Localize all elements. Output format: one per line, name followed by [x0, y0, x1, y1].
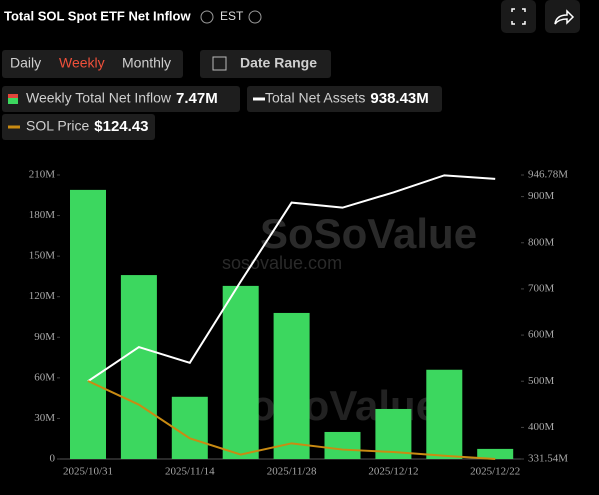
bar — [477, 448, 514, 459]
y-tick-label: 60M — [34, 371, 55, 383]
date-range[interactable]: Date Range — [240, 55, 317, 71]
y-tick-label: 120M — [29, 290, 56, 302]
legend-box — [2, 114, 155, 140]
legend-box — [2, 86, 240, 112]
y-tick-label: 30M — [34, 412, 55, 424]
bar — [120, 275, 157, 459]
period-weekly[interactable]: Weekly — [59, 55, 105, 71]
x-tick-label: 2025/12/22 — [470, 466, 520, 478]
x-tick-label: 2025/11/28 — [267, 466, 317, 478]
y2-tick-label: 700M — [528, 282, 555, 294]
fullscreen-button[interactable] — [501, 0, 536, 33]
y-tick-label: 90M — [34, 331, 55, 343]
legend-value: $124.43 — [94, 118, 148, 135]
bar — [273, 312, 310, 459]
y2-tick-label: 331.54M — [528, 453, 568, 465]
legend-value: 7.47M — [176, 90, 218, 107]
watermark: SoSoValue — [260, 210, 477, 257]
info-icon[interactable] — [200, 10, 214, 24]
legend-label: Total Net Assets — [265, 90, 365, 106]
y2-tick-label: 400M — [528, 421, 555, 433]
y2-tick-label: 500M — [528, 375, 555, 387]
x-tick-label: 2025/11/14 — [165, 466, 215, 478]
x-tick-label: 2025/12/12 — [368, 466, 418, 478]
y2-tick-label: 946.78M — [528, 169, 568, 181]
calendar-icon — [212, 56, 227, 71]
title: Total SOL Spot ETF Net Inflow — [4, 8, 191, 23]
fullscreen-icon — [511, 8, 526, 25]
bar — [171, 396, 208, 459]
date-range-button[interactable] — [200, 50, 331, 78]
share-icon — [554, 9, 575, 25]
y-tick-label: 210M — [29, 169, 56, 181]
x-tick-label: 2025/10/31 — [63, 466, 113, 478]
y-tick-label: 0 — [50, 453, 56, 465]
y-tick-label: 180M — [29, 209, 56, 221]
legend-marker — [8, 94, 18, 98]
legend-value: 938.43M — [370, 90, 428, 107]
legend-label: SOL Price — [26, 118, 89, 134]
line — [87, 174, 496, 383]
legend-label: Weekly Total Net Inflow — [26, 90, 172, 106]
y-tick-label: 150M — [29, 250, 56, 262]
bar — [222, 285, 259, 459]
legend-box — [247, 86, 442, 112]
bar — [70, 189, 106, 459]
legend-marker — [8, 94, 18, 104]
y2-tick-label: 900M — [528, 190, 555, 202]
share-button[interactable] — [545, 0, 580, 33]
y2-tick-label: 800M — [528, 236, 555, 248]
line — [87, 380, 496, 460]
period-group — [2, 50, 183, 78]
period-monthly[interactable]: Monthly — [122, 55, 171, 71]
watermark-site: sosovalue.com — [222, 253, 342, 273]
period-daily[interactable]: Daily — [10, 55, 41, 71]
bar — [426, 369, 463, 459]
bar — [324, 431, 361, 459]
y2-tick-label: 600M — [528, 329, 555, 341]
timezone: EST — [220, 9, 244, 23]
info-icon[interactable] — [248, 10, 262, 24]
